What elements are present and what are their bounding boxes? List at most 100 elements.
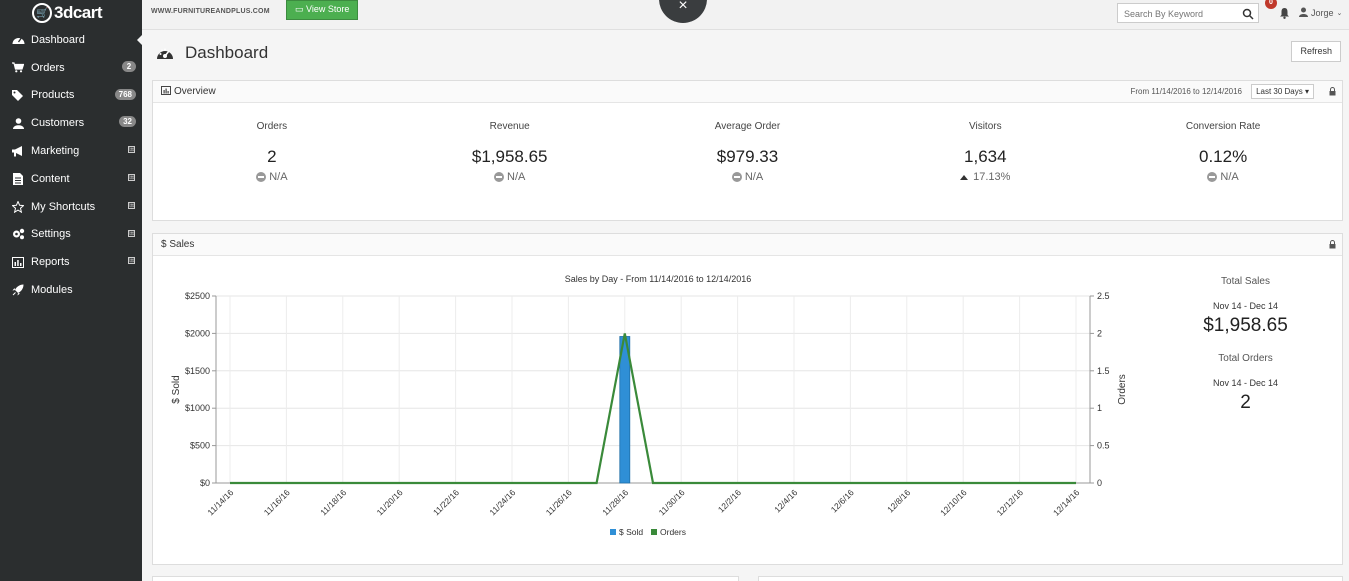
- sidebar-item-reports[interactable]: Reports ⊞: [0, 248, 142, 276]
- tags-icon: [10, 89, 26, 101]
- count-badge: 2: [122, 60, 136, 72]
- expand-icon[interactable]: ⊞: [128, 201, 135, 209]
- gears-icon: [10, 228, 26, 240]
- sidebar-item-label: Orders: [31, 61, 65, 74]
- page-header: Dashboard Refresh: [142, 30, 1349, 78]
- metric-value: $1,958.65: [471, 147, 548, 166]
- x-tick-label: 11/26/16: [544, 487, 574, 517]
- sidebar-item-customers[interactable]: Customers 32: [0, 109, 142, 137]
- metric-label: Conversion Rate: [1185, 121, 1261, 132]
- x-tick-label: 12/8/16: [885, 487, 912, 514]
- y-tick-label: $1500: [185, 366, 210, 376]
- legend-label: Orders: [660, 527, 686, 537]
- sidebar-item-label: Marketing: [31, 145, 80, 158]
- metric-orders: Orders 2 N/A: [153, 103, 391, 221]
- minus-circle-icon: [731, 172, 742, 182]
- y-axis-label: $ Sold: [171, 375, 182, 403]
- metric-label: Revenue: [489, 121, 530, 132]
- sidebar-item-label: Customers: [31, 117, 85, 130]
- notification-count-badge: 0: [1265, 0, 1277, 9]
- metric-change: N/A: [391, 171, 629, 183]
- expand-icon[interactable]: ⊞: [128, 257, 135, 265]
- y-tick-label: $1000: [185, 403, 210, 413]
- bell-icon[interactable]: [1279, 6, 1290, 24]
- sidebar: 🛒 3dcart Dashboard Orders 2 Products 768 Cust…: [0, 0, 143, 581]
- legend-swatch-sold: [610, 529, 616, 535]
- refresh-button[interactable]: Refresh: [1291, 41, 1341, 62]
- sidebar-item-label: My Shortcuts: [31, 200, 96, 213]
- sales-bar: [619, 336, 631, 484]
- sidebar-item-marketing[interactable]: Marketing ⊞: [0, 137, 142, 165]
- metric-visitors: Visitors 1,634 17.13%: [866, 103, 1104, 221]
- metric-value: 2: [267, 147, 277, 166]
- lock-icon[interactable]: [1329, 240, 1336, 252]
- logo[interactable]: 🛒 3dcart: [0, 0, 142, 26]
- sidebar-item-label: Content: [31, 172, 70, 185]
- metric-change: 17.13%: [866, 171, 1104, 183]
- x-tick-label: 11/14/16: [205, 487, 235, 517]
- view-store-button[interactable]: ▭ View Store: [286, 0, 359, 20]
- minus-circle-icon: [256, 172, 267, 182]
- x-tick-label: 12/2/16: [716, 487, 743, 514]
- user-menu[interactable]: Jorge ⌄: [1299, 7, 1342, 19]
- expand-icon[interactable]: ⊞: [128, 229, 135, 237]
- y2-tick-label: 1.5: [1097, 366, 1110, 376]
- minus-circle-icon: [494, 172, 505, 182]
- total-sales-label: Total Sales: [1221, 276, 1270, 287]
- minus-circle-icon: [1207, 172, 1218, 182]
- chevron-down-icon: ⌄: [1336, 10, 1343, 17]
- star-icon: [10, 200, 26, 213]
- metric-change: N/A: [629, 171, 867, 183]
- total-sales-value: $1,958.65: [1203, 315, 1288, 336]
- user-icon: [1299, 7, 1308, 19]
- x-tick-label: 11/18/16: [318, 487, 348, 517]
- overview-panel: Overview From 11/14/2016 to 12/14/2016 L…: [152, 80, 1343, 221]
- monitor-icon: ▭: [295, 4, 304, 14]
- period-select[interactable]: Last 30 Days ▾: [1251, 84, 1314, 99]
- sales-title: $ Sales: [161, 239, 195, 250]
- metric-revenue: Revenue $1,958.65 N/A: [391, 103, 629, 221]
- metric-conversion-rate: Conversion Rate 0.12% N/A: [1104, 103, 1342, 221]
- metric-value: 0.12%: [1198, 147, 1248, 166]
- total-sales-range: Nov 14 - Dec 14: [1212, 301, 1279, 311]
- store-url[interactable]: WWW.FURNITUREANDPLUS.COM: [151, 8, 270, 15]
- metric-label: Orders: [256, 121, 288, 132]
- user-name: Jorge: [1311, 8, 1334, 18]
- x-tick-label: 11/16/16: [262, 487, 292, 517]
- close-button[interactable]: ×: [659, 0, 707, 23]
- topbar: WWW.FURNITUREANDPLUS.COM ▭ View Store × …: [142, 0, 1349, 30]
- expand-icon[interactable]: ⊞: [128, 173, 135, 181]
- sidebar-item-products[interactable]: Products 768: [0, 82, 142, 110]
- sidebar-nav: Dashboard Orders 2 Products 768 Customers 32 Ma…: [0, 26, 143, 304]
- sidebar-item-settings[interactable]: Settings ⊞: [0, 221, 142, 249]
- sidebar-item-my-shortcuts[interactable]: My Shortcuts ⊞: [0, 193, 142, 221]
- orders-line: [230, 333, 1076, 485]
- sidebar-item-label: Dashboard: [31, 33, 85, 46]
- date-range-label: From 11/14/2016 to 12/14/2016: [1130, 87, 1243, 96]
- sidebar-item-dashboard[interactable]: Dashboard: [0, 26, 143, 54]
- gauge-icon: [156, 45, 174, 66]
- y2-tick-label: 2: [1097, 328, 1102, 338]
- lock-icon[interactable]: [1329, 87, 1336, 99]
- sidebar-item-modules[interactable]: Modules: [0, 276, 142, 304]
- y-tick-label: $2500: [185, 291, 210, 301]
- sidebar-item-label: Products: [31, 89, 75, 102]
- next-panel-left: [152, 576, 739, 581]
- chart-icon: [161, 85, 171, 98]
- sales-chart: $0 $500 $1000 $1500 $2000 $2500 0 0.5 1 1.5 2 2.5 11…: [171, 291, 1128, 537]
- megaphone-icon: [10, 145, 26, 157]
- search-input[interactable]: [1118, 5, 1238, 23]
- y-tick-label: $0: [200, 478, 210, 488]
- overview-header: Overview From 11/14/2016 to 12/14/2016 L…: [153, 81, 1342, 103]
- sidebar-item-orders[interactable]: Orders 2: [0, 54, 142, 82]
- x-tick-label: 11/24/16: [487, 487, 517, 517]
- x-tick-label: 12/12/16: [995, 487, 1026, 518]
- sidebar-item-content[interactable]: Content ⊞: [0, 165, 142, 193]
- sidebar-item-label: Reports: [31, 256, 70, 269]
- search-icon[interactable]: [1242, 7, 1254, 25]
- search-box[interactable]: [1117, 3, 1259, 23]
- y2-tick-label: 1: [1097, 403, 1102, 413]
- logo-text: 3dcart: [54, 3, 103, 22]
- expand-icon[interactable]: ⊞: [128, 146, 135, 154]
- user-icon: [10, 117, 26, 129]
